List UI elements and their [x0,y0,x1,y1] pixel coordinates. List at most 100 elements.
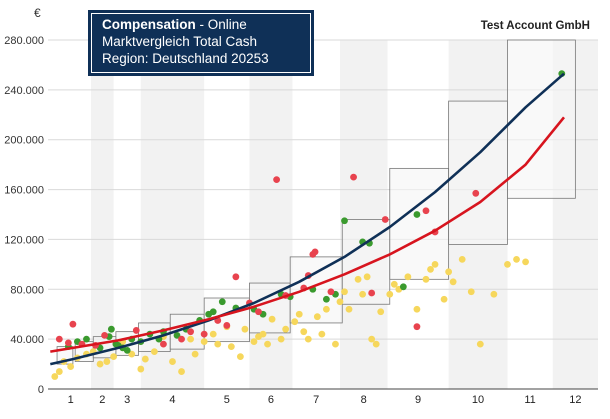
data-point [476,340,484,348]
data-point [55,335,63,343]
data-point [322,295,330,303]
data-point [259,330,267,338]
grade-band [339,40,388,389]
data-point [341,217,348,225]
data-point [223,322,231,329]
data-point [311,248,319,256]
data-point [399,283,407,291]
x-tick-label: 2 [99,394,105,406]
data-point [150,348,158,356]
data-point [413,305,421,313]
y-tick-label: 80.000 [10,284,44,296]
range-box [389,167,450,280]
x-tick-label: 11 [524,394,535,406]
data-point [255,308,262,316]
data-point [69,320,77,328]
title-line-3: Region: Deutschland 20253 [102,51,269,66]
data-point [236,353,244,360]
data-point [67,363,75,370]
data-point [282,325,290,333]
data-point [200,338,208,346]
title-line-2: Marktvergleich Total Cash [102,34,258,49]
x-tick-label: 6 [268,394,274,406]
y-tick-label: 280.000 [4,35,44,47]
data-point [467,288,475,296]
data-point [110,353,118,360]
data-point [191,350,199,358]
data-point [250,338,258,346]
y-tick-label: 200.000 [4,135,44,147]
data-point [332,340,339,348]
range-box [507,39,576,199]
data-point [232,273,240,281]
data-point [295,310,303,318]
data-point [431,260,439,268]
data-point [268,315,276,323]
x-tick-label: 4 [169,394,175,406]
x-tick-label: 5 [224,394,230,406]
data-point [341,288,348,296]
title-bold: Compensation [102,17,196,32]
data-point [128,350,136,358]
data-point [372,340,380,348]
data-point [169,358,176,365]
data-point [227,343,235,351]
data-point [390,280,398,288]
data-point [112,340,120,348]
data-point [422,275,430,283]
x-tick-label: 9 [415,394,421,406]
data-point [522,258,529,266]
data-point [209,308,217,316]
data-point [173,332,181,339]
y-tick-label: 160.000 [4,185,44,197]
data-point [322,305,330,313]
title-line-1: Compensation - Online [102,16,312,33]
data-point [141,355,149,363]
data-point [137,365,145,373]
data-point [96,360,104,368]
data-point [504,260,511,268]
data-point [132,327,140,334]
data-point [187,335,194,343]
data-point [160,340,167,348]
data-point [336,298,344,306]
data-point [458,255,466,263]
title-rest: - Online [199,17,247,32]
x-tick-label: 12 [569,394,581,406]
data-point [427,265,434,273]
data-point [490,290,498,298]
x-tick-label: 8 [361,394,367,406]
data-point [318,330,326,338]
data-point [273,176,281,184]
x-tick-label: 1 [68,394,74,406]
y-tick-label: 40.000 [10,334,44,346]
data-point [363,273,371,281]
grade-band [91,40,114,389]
data-point [218,298,226,306]
data-point [413,211,421,218]
x-tick-label: 10 [472,394,484,406]
data-point [513,255,520,263]
trend-line [50,116,566,353]
data-point [51,373,59,380]
data-point [377,308,385,316]
data-point [304,335,312,343]
data-point [214,340,222,348]
data-point [101,332,108,339]
data-point [413,323,421,331]
data-point [449,278,457,286]
data-point [354,275,362,283]
company-name: Test Account GmbH [480,20,590,32]
x-tick-label: 7 [313,394,319,406]
y-tick-label: 120.000 [4,234,44,246]
data-point [277,335,285,343]
data-point [350,173,357,181]
x-tick-label: 3 [124,394,130,406]
data-point [178,335,185,343]
data-point [368,289,376,297]
data-point [422,207,430,215]
title-box: Compensation - Online Marktvergleich Tot… [88,10,314,76]
data-point [445,268,453,276]
